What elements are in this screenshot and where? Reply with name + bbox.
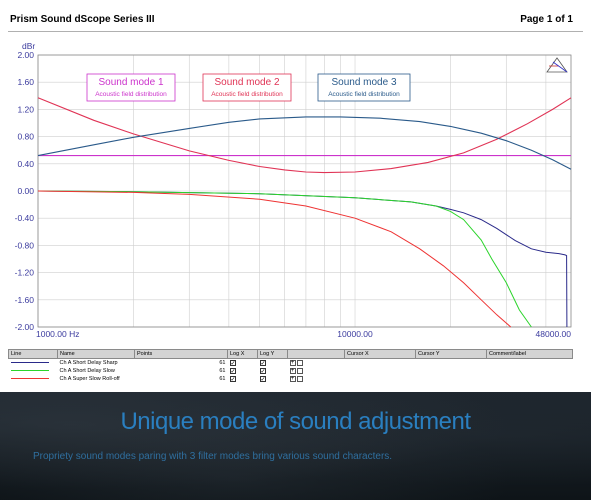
mode-box-title: Sound mode 2 [214,77,279,88]
series-points: 61 [219,376,226,382]
table-row[interactable]: Ch A Super Slow Roll-off 61 ✓ ✓ + [9,375,573,383]
y-axis-label: dBr [22,41,35,51]
log-y-checkbox[interactable]: ✓ [259,375,266,383]
y-tick-label: 0.00 [17,186,34,196]
option-checkbox[interactable] [297,375,304,382]
line-swatch [10,378,49,380]
col-points: Points [134,349,228,359]
header-divider [8,31,583,32]
col-cursor-y: Cursor Y [415,349,487,359]
footer-subtitle: Propriety sound modes paring with 3 filt… [33,451,393,462]
line-swatch [10,370,49,372]
series-points: 61 [219,368,226,374]
x-tick-label: 10000.00 [337,329,373,339]
col-log-y: Log Y [257,349,288,359]
mode-box-frame [317,73,411,102]
table-row[interactable]: Ch A Short Delay Slow 61 ✓ ✓ + [9,367,573,375]
y-tick-label: 0.40 [17,159,34,169]
col-log-x: Log X [227,349,258,359]
mode-box-subtitle: Acoustic field distribution [328,91,400,98]
expand-icon[interactable]: + [289,359,296,366]
series-name: Ch A Short Delay Slow [59,368,115,374]
mode-box-subtitle: Acoustic field distribution [95,91,167,98]
log-x-checkbox[interactable]: ✓ [229,375,236,383]
mode-box: Sound mode 2 Acoustic field distribution [202,73,292,102]
legend-table: Line Name Points Log X Log Y Cursor X Cu… [8,349,573,383]
x-tick-label: 48000.00 [536,329,572,339]
series-name: Ch A Short Delay Sharp [59,360,118,366]
mode-curve [37,97,572,174]
option-checkbox[interactable] [297,367,304,374]
frequency-response-chart: dBr Sound mode 1 Acoustic field distribut… [15,41,572,339]
table-row[interactable]: Ch A Short Delay Sharp 61 ✓ ✓ + [9,359,573,368]
y-tick-label: -0.40 [15,213,35,223]
series-name: Ch A Super Slow Roll-off [59,376,120,382]
col-cursor-x: Cursor X [344,349,416,359]
y-tick-label: -1.20 [15,268,35,278]
series-line [37,190,532,328]
y-tick-label: 1.60 [17,77,34,87]
mode-box-subtitle: Acoustic field distribution [211,91,283,98]
log-y-checkbox[interactable]: ✓ [259,367,266,375]
option-checkbox[interactable] [297,359,304,366]
expand-icon[interactable]: + [289,367,296,374]
footer-title: Unique mode of sound adjustment [120,408,471,435]
mode-box-frame [202,73,292,102]
mode-curves-layer [37,97,572,174]
col-comment: Comment/label [486,349,573,359]
col-line: Line [8,349,58,359]
log-y-checkbox[interactable]: ✓ [259,359,266,367]
y-tick-label: -0.80 [15,240,35,250]
y-tick-label: 2.00 [17,50,34,60]
y-tick-label: 1.20 [17,104,34,114]
expand-icon[interactable]: + [289,375,296,382]
mode-box-title: Sound mode 3 [331,77,396,88]
col-name: Name [57,349,135,359]
log-x-checkbox[interactable]: ✓ [229,359,236,367]
mode-box-frame [86,73,176,102]
series-line [37,190,512,328]
tick-labels: 2.00 1.60 1.20 0.80 0.40 0.00 -0.40 -0.80 -1.20 -… [15,50,572,339]
mode-curve [37,116,572,170]
report-page: Prism Sound dScope Series III Page 1 of … [0,0,591,392]
x-tick-label: 1000.00 Hz [36,329,79,339]
mode-box: Sound mode 3 Acoustic field distribution [317,73,411,102]
y-tick-label: -1.60 [15,295,35,305]
y-tick-label: 0.80 [17,132,34,142]
series-layer [37,190,568,328]
series-points: 61 [219,360,226,366]
col-options [287,349,345,359]
background-texture [0,392,591,500]
report-title: Prism Sound dScope Series III [10,14,155,25]
mode-box: Sound mode 1 Acoustic field distribution [86,73,176,102]
page-indicator: Page 1 of 1 [520,14,573,25]
cursor-icon[interactable] [546,57,568,73]
mode-box-title: Sound mode 1 [98,77,163,88]
line-swatch [10,362,49,364]
log-x-checkbox[interactable]: ✓ [229,367,236,375]
y-tick-label: -2.00 [15,322,35,332]
